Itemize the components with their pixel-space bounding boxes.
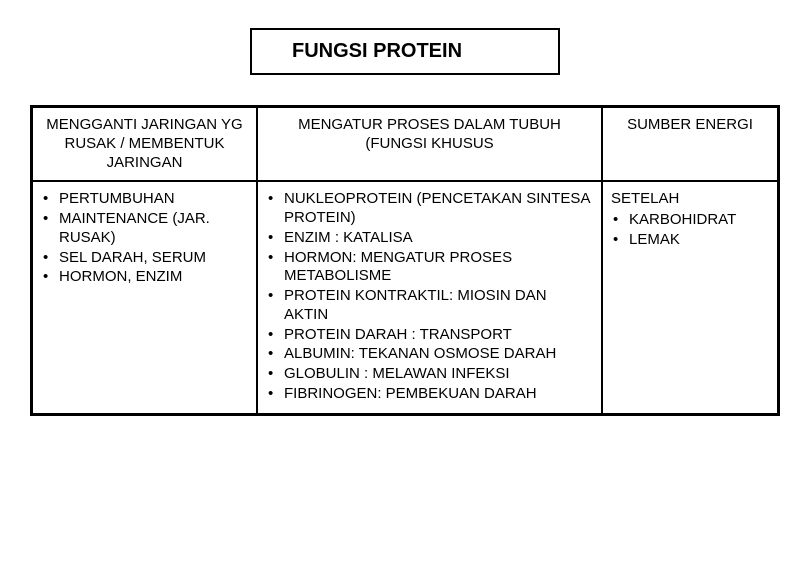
page-title: FUNGSI PROTEIN <box>292 40 462 62</box>
protein-function-table: MENGGANTI JARINGAN YG RUSAK / MEMBENTUK … <box>30 105 780 416</box>
list-item: NUKLEOPROTEIN (PENCETAKAN SINTESA PROTEI… <box>266 190 593 228</box>
header-col2: MENGATUR PROSES DALAM TUBUH (FUNGSI KHUS… <box>257 107 602 181</box>
col3-pre-text: SETELAH <box>611 190 769 209</box>
list-item: PERTUMBUHAN <box>41 190 248 209</box>
header-col3: SUMBER ENERGI <box>602 107 778 181</box>
body-col3: SETELAH KARBOHIDRAT LEMAK <box>602 181 778 413</box>
page-title-box: FUNGSI PROTEIN <box>250 28 560 75</box>
list-item: ENZIM : KATALISA <box>266 229 593 248</box>
list-item: KARBOHIDRAT <box>611 211 769 230</box>
col2-list: NUKLEOPROTEIN (PENCETAKAN SINTESA PROTEI… <box>266 190 593 403</box>
list-item: PROTEIN KONTRAKTIL: MIOSIN DAN AKTIN <box>266 287 593 325</box>
body-col2: NUKLEOPROTEIN (PENCETAKAN SINTESA PROTEI… <box>257 181 602 413</box>
list-item: SEL DARAH, SERUM <box>41 249 248 268</box>
list-item: FIBRINOGEN: PEMBEKUAN DARAH <box>266 385 593 404</box>
list-item: PROTEIN DARAH : TRANSPORT <box>266 326 593 345</box>
list-item: GLOBULIN : MELAWAN INFEKSI <box>266 365 593 384</box>
list-item: MAINTENANCE (JAR. RUSAK) <box>41 210 248 248</box>
list-item: ALBUMIN: TEKANAN OSMOSE DARAH <box>266 345 593 364</box>
header-col1: MENGGANTI JARINGAN YG RUSAK / MEMBENTUK … <box>32 107 257 181</box>
col1-list: PERTUMBUHAN MAINTENANCE (JAR. RUSAK) SEL… <box>41 190 248 287</box>
list-item: HORMON, ENZIM <box>41 268 248 287</box>
col3-list: KARBOHIDRAT LEMAK <box>611 211 769 250</box>
list-item: HORMON: MENGATUR PROSES METABOLISME <box>266 249 593 287</box>
body-col1: PERTUMBUHAN MAINTENANCE (JAR. RUSAK) SEL… <box>32 181 257 413</box>
list-item: LEMAK <box>611 231 769 250</box>
